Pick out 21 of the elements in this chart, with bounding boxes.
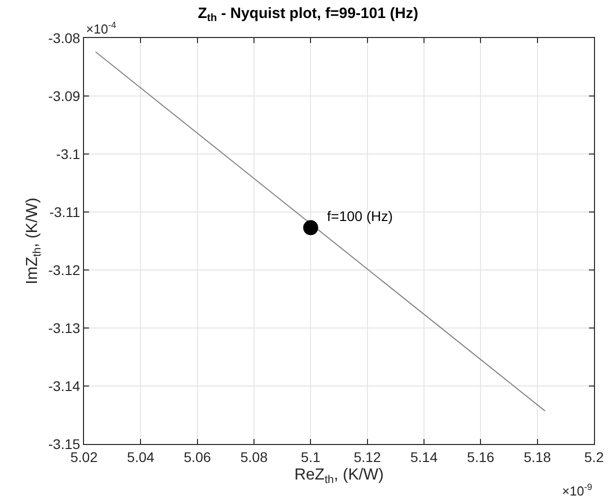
x-tick-label: 5.2 xyxy=(584,448,604,465)
y-tick-label: -3.1 xyxy=(56,146,80,162)
x-tick-label: 5.16 xyxy=(467,448,495,465)
x-tick-label: 5.14 xyxy=(410,448,438,465)
x-tick-label: 5.04 xyxy=(127,448,155,465)
x-tick-label: 5.08 xyxy=(240,448,268,465)
y-tick-label: -3.13 xyxy=(48,320,80,336)
y-tick-label: -3.09 xyxy=(48,88,80,104)
annotation: f=100 (Hz) xyxy=(327,208,393,224)
x-axis-title: ReZ$_{th}$, (K/W) xyxy=(294,466,384,486)
x-tick-label: 5.12 xyxy=(354,448,382,465)
chart-title: Z$_{th}$ - Nyquist plot, f=99-101 (Hz) xyxy=(198,5,418,24)
text: ×10$^{-4}$ xyxy=(86,20,116,36)
y-tick-label: -3.08 xyxy=(48,30,80,46)
text: ×10$^{-9}$ xyxy=(562,482,592,498)
x-tick-label: 5.1 xyxy=(300,448,321,465)
y-tick-label: -3.12 xyxy=(48,262,80,278)
y-tick-label: -3.11 xyxy=(49,204,80,220)
x-tick-label: 5.06 xyxy=(184,448,212,465)
x-tick-label: 5.18 xyxy=(524,448,552,465)
y-tick-label: -3.14 xyxy=(48,378,80,394)
